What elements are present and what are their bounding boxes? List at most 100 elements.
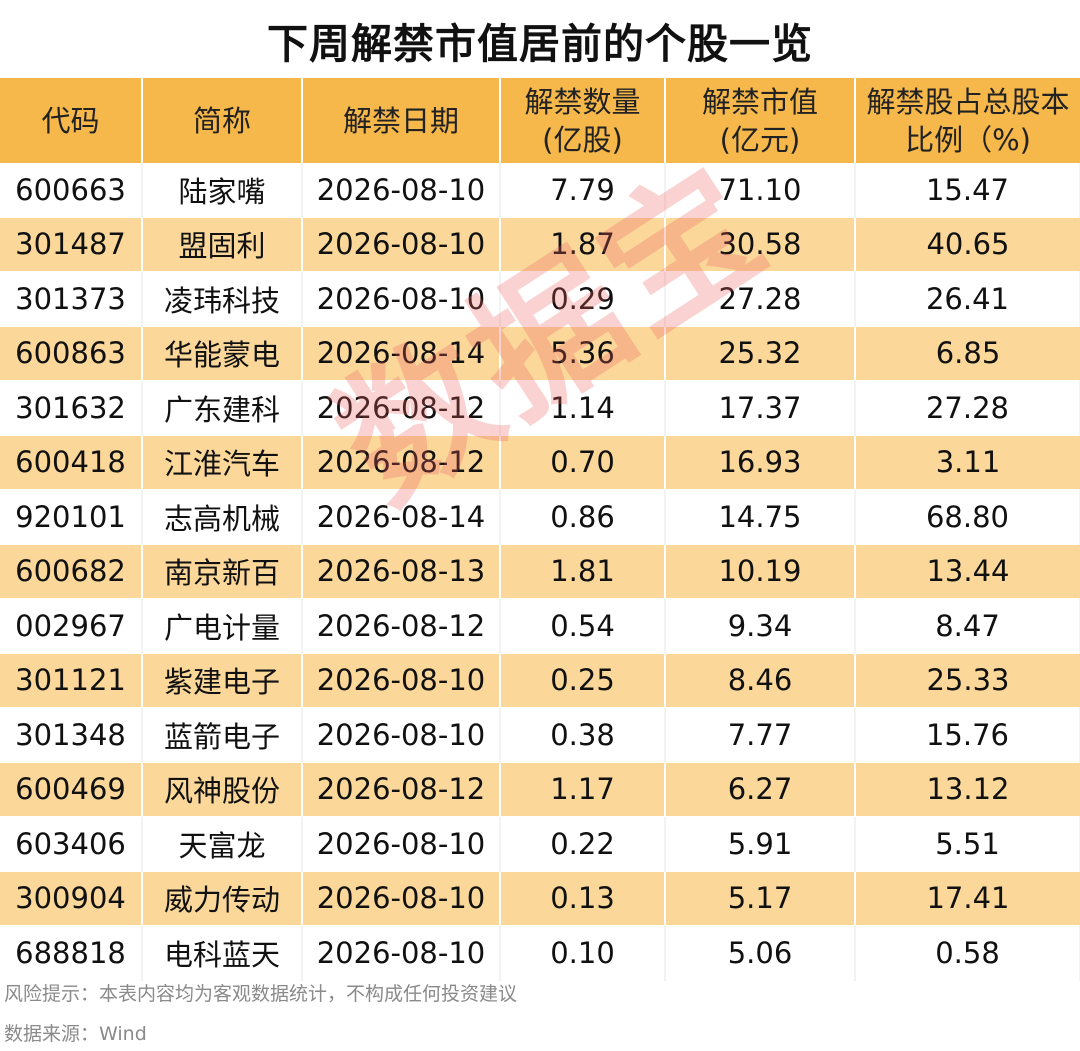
cell-code: 301373 bbox=[0, 271, 143, 326]
page-title: 下周解禁市值居前的个股一览 bbox=[267, 20, 813, 68]
cell-ratio: 0.58 bbox=[855, 925, 1080, 980]
cell-ratio: 3.11 bbox=[935, 445, 1001, 480]
cell-code: 688818 bbox=[0, 925, 143, 980]
cell-name: 凌玮科技 bbox=[142, 271, 303, 326]
cell-ratio: 13.44 bbox=[926, 554, 1010, 589]
cell-market-value: 6.27 bbox=[665, 762, 856, 817]
table-row: 600863 华能蒙电 2026-08-14 5.36 25.32 6.85 bbox=[0, 326, 1080, 381]
cell-date: 2026-08-10 bbox=[302, 653, 501, 708]
cell-code: 920101 bbox=[0, 489, 143, 544]
table-row: 600418 江淮汽车 2026-08-12 0.70 16.93 3.11 bbox=[0, 435, 1080, 490]
cell-ratio: 26.41 bbox=[855, 271, 1080, 326]
header-market-value: 解禁市值 (亿元) bbox=[665, 78, 856, 163]
cell-quantity: 7.79 bbox=[500, 163, 666, 217]
cell-ratio: 5.51 bbox=[855, 816, 1080, 871]
cell-ratio: 68.80 bbox=[855, 489, 1080, 544]
cell-name: 电科蓝天 bbox=[142, 925, 303, 980]
cell-date: 2026-08-12 bbox=[302, 762, 501, 817]
cell-name: 蓝箭电子 bbox=[142, 707, 303, 762]
cell-name: 风神股份 bbox=[142, 762, 303, 817]
cell-date: 2026-08-12 bbox=[302, 380, 501, 435]
cell-code: 300904 bbox=[0, 871, 143, 926]
cell-market-value: 71.10 bbox=[665, 163, 856, 217]
table-row: 301121 紫建电子 2026-08-10 0.25 8.46 25.33 bbox=[0, 653, 1080, 708]
cell-name: 江淮汽车 bbox=[142, 435, 303, 490]
cell-code: 002967 bbox=[0, 598, 143, 653]
cell-quantity: 0.86 bbox=[500, 489, 666, 544]
cell-date: 2026-08-10 bbox=[302, 271, 501, 326]
cell-market-value: 17.37 bbox=[665, 380, 856, 435]
cell-code: 301121 bbox=[0, 653, 143, 708]
cell-market-value: 16.93 bbox=[665, 435, 856, 490]
cell-quantity: 0.70 bbox=[500, 435, 666, 490]
table-row: 300904 威力传动 2026-08-10 0.13 5.17 17.41 bbox=[0, 871, 1080, 926]
cell-market-value: 25.32 bbox=[665, 326, 856, 381]
table-row: 920101 志高机械 2026-08-14 0.86 14.75 68.80 bbox=[0, 489, 1080, 544]
cell-name: 广电计量 bbox=[142, 598, 303, 653]
cell-quantity: 0.22 bbox=[500, 816, 666, 871]
cell-code: 603406 bbox=[0, 816, 143, 871]
cell-market-value: 5.17 bbox=[665, 871, 856, 926]
cell-quantity: 0.10 bbox=[500, 925, 666, 980]
cell-date: 2026-08-10 bbox=[302, 925, 501, 980]
cell-market-value: 27.28 bbox=[665, 271, 856, 326]
table-row: 301487 盟固利 2026-08-10 1.87 30.58 40.65 bbox=[0, 217, 1080, 272]
cell-date: 2026-08-12 bbox=[302, 598, 501, 653]
cell-name: 盟固利 bbox=[142, 217, 303, 272]
cell-market-value: 14.75 bbox=[665, 489, 856, 544]
data-source: 数据来源：Wind bbox=[4, 1023, 147, 1045]
cell-ratio: 40.65 bbox=[926, 227, 1010, 262]
cell-quantity: 1.14 bbox=[500, 380, 666, 435]
cell-name: 天富龙 bbox=[142, 816, 303, 871]
cell-ratio: 25.33 bbox=[926, 663, 1010, 698]
cell-code: 301348 bbox=[0, 707, 143, 762]
cell-date: 2026-08-10 bbox=[302, 871, 501, 926]
cell-date: 2026-08-14 bbox=[302, 489, 501, 544]
cell-market-value: 8.46 bbox=[665, 653, 856, 708]
cell-code: 600682 bbox=[0, 544, 143, 599]
cell-ratio: 13.12 bbox=[926, 772, 1010, 807]
header-ratio: 解禁股占总股本 比例（%) bbox=[855, 78, 1080, 163]
cell-market-value: 7.77 bbox=[665, 707, 856, 762]
table-row: 603406 天富龙 2026-08-10 0.22 5.91 5.51 bbox=[0, 816, 1080, 871]
table-row: 301373 凌玮科技 2026-08-10 0.29 27.28 26.41 bbox=[0, 271, 1080, 326]
table-header-row: 代码 简称 解禁日期 解禁数量 (亿股) 解禁市值 (亿元) 解禁股占总股本 比… bbox=[0, 78, 1080, 163]
header-date: 解禁日期 bbox=[302, 78, 501, 163]
cell-quantity: 0.13 bbox=[500, 871, 666, 926]
cell-name: 陆家嘴 bbox=[142, 163, 303, 217]
cell-code: 600663 bbox=[0, 163, 143, 217]
cell-market-value: 5.06 bbox=[665, 925, 856, 980]
cell-date: 2026-08-14 bbox=[302, 326, 501, 381]
cell-code: 600863 bbox=[0, 326, 143, 381]
cell-market-value: 30.58 bbox=[665, 217, 856, 272]
cell-ratio: 15.47 bbox=[855, 163, 1080, 217]
cell-code: 301632 bbox=[0, 380, 143, 435]
cell-market-value: 9.34 bbox=[665, 598, 856, 653]
cell-name: 紫建电子 bbox=[142, 653, 303, 708]
cell-quantity: 5.36 bbox=[500, 326, 666, 381]
table-row: 600469 风神股份 2026-08-12 1.17 6.27 13.12 bbox=[0, 762, 1080, 817]
table-row: 600663 陆家嘴 2026-08-10 7.79 71.10 15.47 bbox=[0, 163, 1080, 217]
cell-name: 志高机械 bbox=[142, 489, 303, 544]
cell-name: 华能蒙电 bbox=[142, 326, 303, 381]
cell-ratio: 27.28 bbox=[855, 380, 1080, 435]
cell-date: 2026-08-13 bbox=[302, 544, 501, 599]
table-row: 301632 广东建科 2026-08-12 1.14 17.37 27.28 bbox=[0, 380, 1080, 435]
table-row: 688818 电科蓝天 2026-08-10 0.10 5.06 0.58 bbox=[0, 925, 1080, 980]
cell-name: 南京新百 bbox=[142, 544, 303, 599]
header-quantity: 解禁数量 (亿股) bbox=[500, 78, 666, 163]
risk-note: 风险提示：本表内容均为客观数据统计，不构成任何投资建议 bbox=[4, 983, 518, 1005]
header-code: 代码 bbox=[0, 78, 143, 163]
cell-date: 2026-08-10 bbox=[302, 163, 501, 217]
cell-quantity: 0.54 bbox=[500, 598, 666, 653]
cell-ratio: 6.85 bbox=[935, 336, 1001, 371]
cell-market-value: 10.19 bbox=[665, 544, 856, 599]
cell-code: 301487 bbox=[0, 217, 143, 272]
cell-date: 2026-08-12 bbox=[302, 435, 501, 490]
cell-date: 2026-08-10 bbox=[302, 217, 501, 272]
cell-quantity: 0.29 bbox=[500, 271, 666, 326]
cell-quantity: 1.17 bbox=[500, 762, 666, 817]
cell-code: 600418 bbox=[0, 435, 143, 490]
cell-quantity: 0.38 bbox=[500, 707, 666, 762]
cell-ratio: 15.76 bbox=[855, 707, 1080, 762]
